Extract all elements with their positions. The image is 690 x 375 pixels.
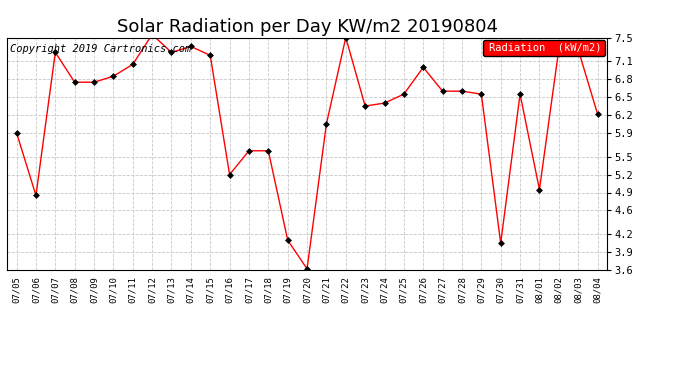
Legend: Radiation  (kW/m2): Radiation (kW/m2) — [483, 40, 605, 56]
Title: Solar Radiation per Day KW/m2 20190804: Solar Radiation per Day KW/m2 20190804 — [117, 18, 497, 36]
Text: Copyright 2019 Cartronics.com: Copyright 2019 Cartronics.com — [10, 45, 191, 54]
